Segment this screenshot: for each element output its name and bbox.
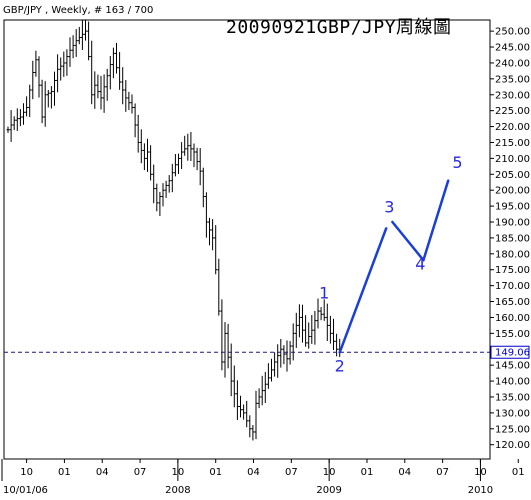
x-year-label: 2010 [468,485,493,496]
x-tick-label: 07 [134,467,147,478]
x-year-label: 2008 [165,485,190,496]
x-year-label: 10/01/06 [3,485,48,496]
y-tick-label: 240.00 [495,58,530,69]
last-price-box [490,345,530,359]
y-tick-label: 200.00 [495,186,530,197]
y-tick-label: 195.00 [495,202,530,213]
y-tick-label: 170.00 [495,281,530,292]
x-tick-label: 01 [209,467,222,478]
y-tick-label: 140.00 [495,377,530,388]
y-tick-label: 205.00 [495,170,530,181]
y-tick-label: 160.00 [495,313,530,324]
chart-title: 20090921GBP/JPY周線圖 [226,17,452,38]
y-tick-label: 135.00 [495,392,530,403]
y-tick-label: 165.00 [495,297,530,308]
y-tick-label: 155.00 [495,329,530,340]
wave-label: 3 [384,197,394,216]
price-bars [4,19,490,441]
last-price-label: 149.06 [495,348,530,359]
wave-label: 5 [452,153,462,172]
y-tick-label: 250.00 [495,27,530,38]
x-tick-label: 10 [20,467,33,478]
y-tick-label: 125.00 [495,424,530,435]
y-tick-label: 145.00 [495,361,530,372]
y-tick-label: 245.00 [495,43,530,54]
wave-label: 1 [319,283,329,302]
y-tick-label: 185.00 [495,233,530,244]
x-tick-label: 07 [436,467,449,478]
chart-header: GBP/JPY , Weekly, # 163 / 700 [3,5,153,16]
x-axis: 1001040710010407100104071001040710/01/06… [1,459,525,496]
x-tick-label: 01 [58,467,71,478]
projection-line [391,220,425,262]
plot-border [3,19,491,460]
wave-projection: 1 2 3 4 5 [319,153,462,376]
x-tick-label: 04 [398,467,411,478]
y-tick-label: 235.00 [495,74,530,85]
y-tick-label: 120.00 [495,440,530,451]
y-tick-label: 225.00 [495,106,530,117]
y-tick-label: 210.00 [495,154,530,165]
y-tick-label: 230.00 [495,90,530,101]
y-tick-label: 180.00 [495,249,530,260]
y-tick-label: 175.00 [495,265,530,276]
projection-line [338,227,388,354]
y-tick-label: 215.00 [495,138,530,149]
x-year-label: 2009 [316,485,341,496]
y-axis: 120.00125.00130.00135.00140.00145.00150.… [490,27,530,451]
y-tick-label: 220.00 [495,122,530,133]
x-tick-label: 01 [361,467,374,478]
projection-line [422,179,450,262]
x-tick-label: 07 [285,467,298,478]
wave-label: 2 [335,357,345,376]
x-tick-label: 04 [96,467,109,478]
y-tick-label: 130.00 [495,408,530,419]
x-tick-label: 04 [247,467,260,478]
wave-label: 4 [415,255,425,274]
x-tick-label: 01 [512,467,525,478]
chart-frame [3,19,491,460]
y-tick-label: 190.00 [495,218,530,229]
